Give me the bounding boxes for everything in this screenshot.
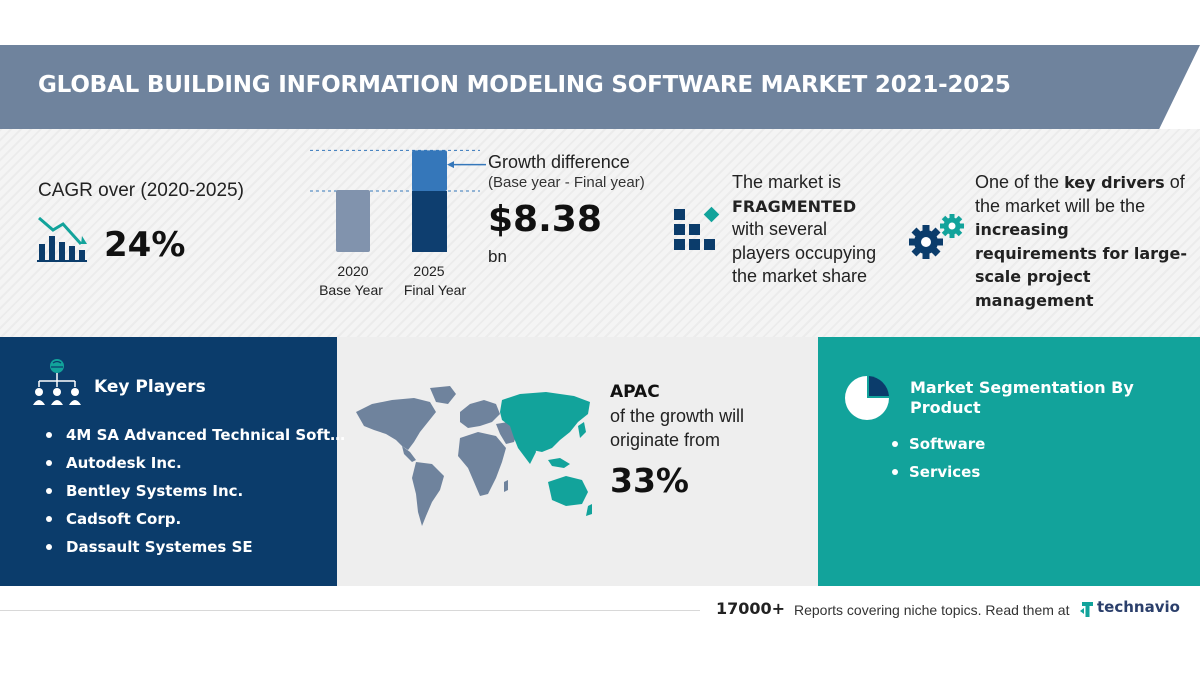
cagr-value: 24% (104, 225, 186, 265)
market-line-4: the market share (732, 266, 868, 286)
tick-label-2020-year: 2020 (337, 263, 368, 279)
growth-unit: bn (488, 247, 507, 266)
segment-item: Software (892, 433, 985, 461)
tick-label-2020-caption: Base Year (319, 282, 383, 298)
tick-label-2025-year: 2025 (413, 263, 444, 279)
header-banner: GLOBAL BUILDING INFORMATION MODELING SOF… (0, 45, 1200, 129)
key-player-item: 4M SA Advanced Technical Software (46, 423, 358, 451)
market-structure-text: The market is FRAGMENTED with several pl… (732, 171, 902, 289)
footer-text: Reports covering niche topics. Read them… (794, 602, 1070, 618)
brand-name[interactable]: technavio (1097, 598, 1180, 616)
segment-item: Services (892, 461, 985, 489)
bar-chart-trend-icon (37, 216, 87, 262)
drivers-middle: of the market will be the (975, 172, 1185, 216)
bar-2025-growth-portion (412, 150, 447, 191)
gears-icon (909, 214, 964, 259)
segmentation-list: Software Services (892, 433, 985, 489)
bar-2020 (336, 190, 370, 252)
people-network-icon (33, 359, 81, 405)
growth-arrowhead (447, 161, 454, 169)
key-player-item: Bentley Systems Inc. (46, 479, 358, 507)
key-player-item: Cadsoft Corp. (46, 507, 358, 535)
drivers-emphasis: key drivers (1064, 173, 1165, 192)
region-line-1: of the growth will (610, 406, 745, 426)
key-player-item: Dassault Systemes SE (46, 535, 358, 563)
bar-2025-base-portion (412, 190, 447, 252)
drivers-detail: increasing requirements for large-scale … (975, 220, 1187, 310)
world-map-icon (356, 386, 592, 526)
region-panel (337, 337, 818, 586)
growth-bar-chart: 2020 Base Year 2025 Final Year (310, 149, 486, 298)
key-players-list: 4M SA Advanced Technical Software Autode… (46, 423, 358, 563)
market-line-2: with several (732, 219, 828, 239)
region-share-value: 33% (610, 461, 689, 500)
region-description: of the growth will originate from (610, 405, 810, 452)
key-players-panel (0, 337, 337, 586)
page-title: GLOBAL BUILDING INFORMATION MODELING SOF… (38, 72, 1011, 98)
tick-label-2025-caption: Final Year (404, 282, 467, 298)
drivers-prefix: One of the (975, 172, 1060, 192)
technavio-logo-icon (1080, 602, 1093, 617)
region-name: APAC (610, 382, 660, 402)
footer-divider (0, 610, 700, 611)
key-players-title: Key Players (94, 377, 206, 397)
pie-chart-icon (845, 376, 889, 420)
market-line-1: The market is (732, 172, 842, 192)
segmentation-title: Market Segmentation By Product (910, 378, 1134, 417)
growth-title: Growth difference (488, 152, 630, 172)
region-line-2: originate from (610, 429, 721, 450)
growth-subtitle: (Base year - Final year) (488, 174, 645, 191)
cagr-label: CAGR over (2020-2025) (38, 180, 244, 201)
fragmented-blocks-icon (674, 206, 720, 250)
report-count: 17000+ (716, 599, 786, 618)
key-player-item: Autodesk Inc. (46, 451, 358, 479)
segmentation-panel (818, 337, 1200, 586)
growth-value: $8.38 (488, 199, 602, 240)
key-drivers-text: One of the key drivers of the market wil… (975, 171, 1190, 312)
market-structure-emphasis: FRAGMENTED (732, 196, 857, 216)
summary-band (0, 129, 1200, 337)
market-line-3: players occupying (732, 242, 877, 263)
